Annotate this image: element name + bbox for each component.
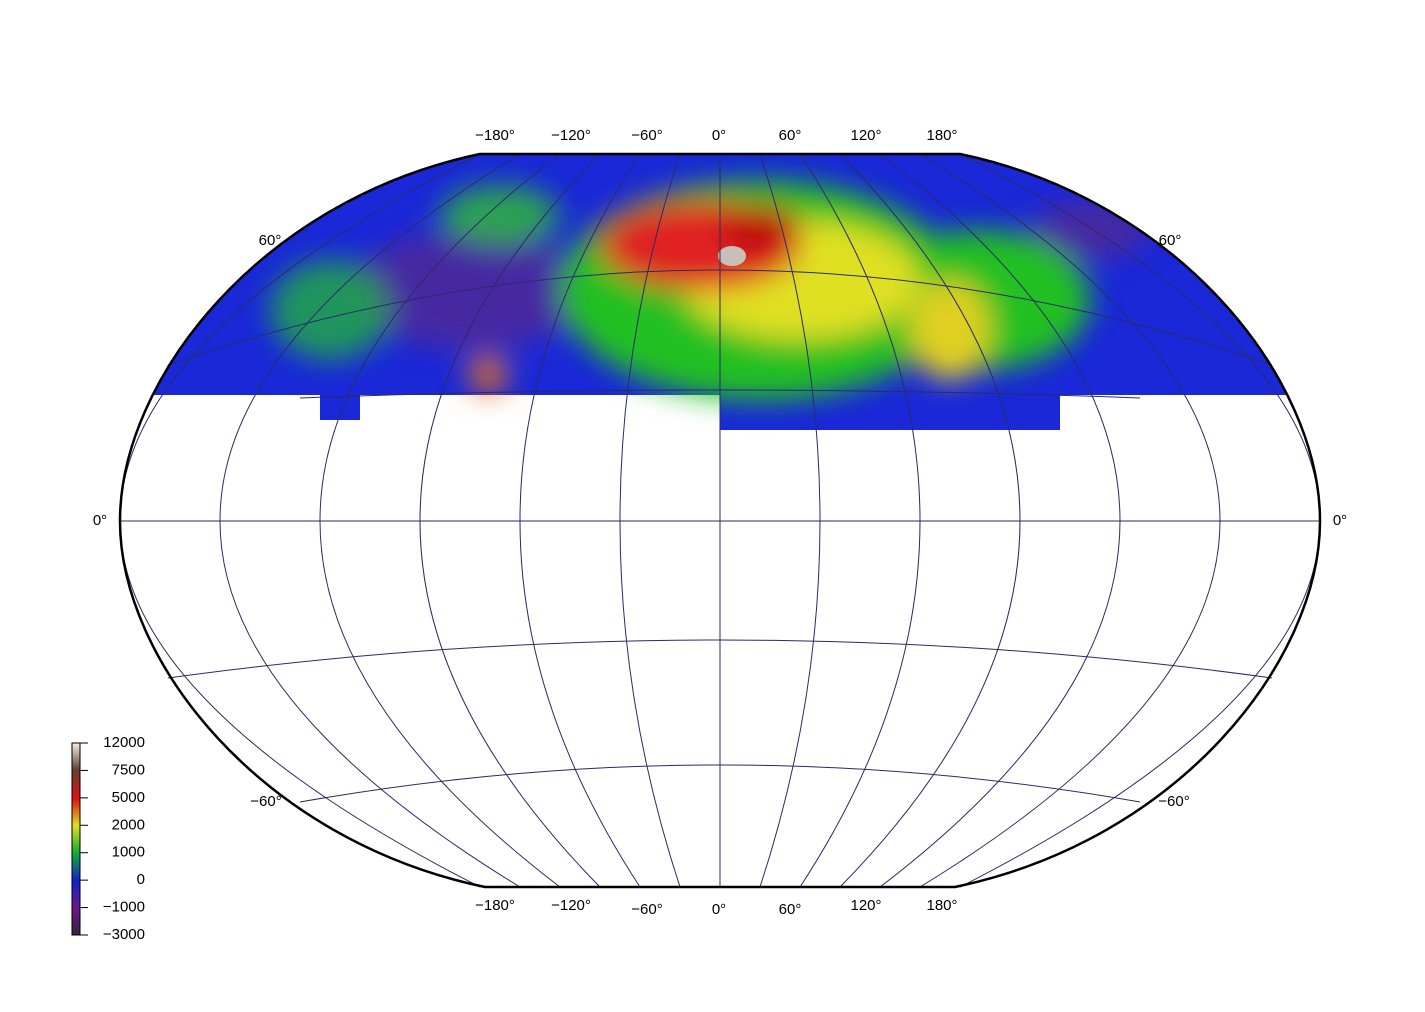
colorbar-label: 5000: [112, 789, 145, 806]
left-label: 60°: [259, 232, 282, 249]
bottom-label: 180°: [926, 897, 957, 914]
top-label: 120°: [850, 127, 881, 144]
right-label: 60°: [1159, 232, 1182, 249]
left-label: −60°: [250, 793, 281, 810]
colorbar-label: 7500: [112, 761, 145, 778]
parallel: [299, 764, 1141, 803]
summit: [718, 246, 746, 266]
bottom-label: −60°: [631, 901, 662, 918]
parallel: [299, 389, 1141, 399]
bottom-label: 0°: [712, 901, 726, 918]
top-label: −60°: [631, 127, 662, 144]
colorbar: [71, 742, 81, 936]
colorbar-label: 2000: [112, 816, 145, 833]
graticule: [119, 153, 1321, 888]
bottom-label: 120°: [850, 897, 881, 914]
right-label: 0°: [1333, 512, 1347, 529]
bottom-label: 60°: [779, 901, 802, 918]
bottom-label: −180°: [475, 897, 515, 914]
top-label: 180°: [926, 127, 957, 144]
colorbar-label: −3000: [103, 926, 145, 943]
top-label: −180°: [475, 127, 515, 144]
colorbar-label: 1000: [112, 844, 145, 861]
bottom-label: −120°: [551, 897, 591, 914]
top-label: 60°: [779, 127, 802, 144]
globe-outline: [118, 152, 1322, 889]
colorbar-label: −1000: [103, 899, 145, 916]
colorbar-label: 12000: [103, 734, 145, 751]
parallel: [167, 269, 1273, 366]
right-label: −60°: [1158, 793, 1189, 810]
parallel: [167, 639, 1273, 679]
left-label: 0°: [93, 512, 107, 529]
top-label: 0°: [712, 127, 726, 144]
top-label: −120°: [551, 127, 591, 144]
colorbar-label: 0: [137, 871, 145, 888]
